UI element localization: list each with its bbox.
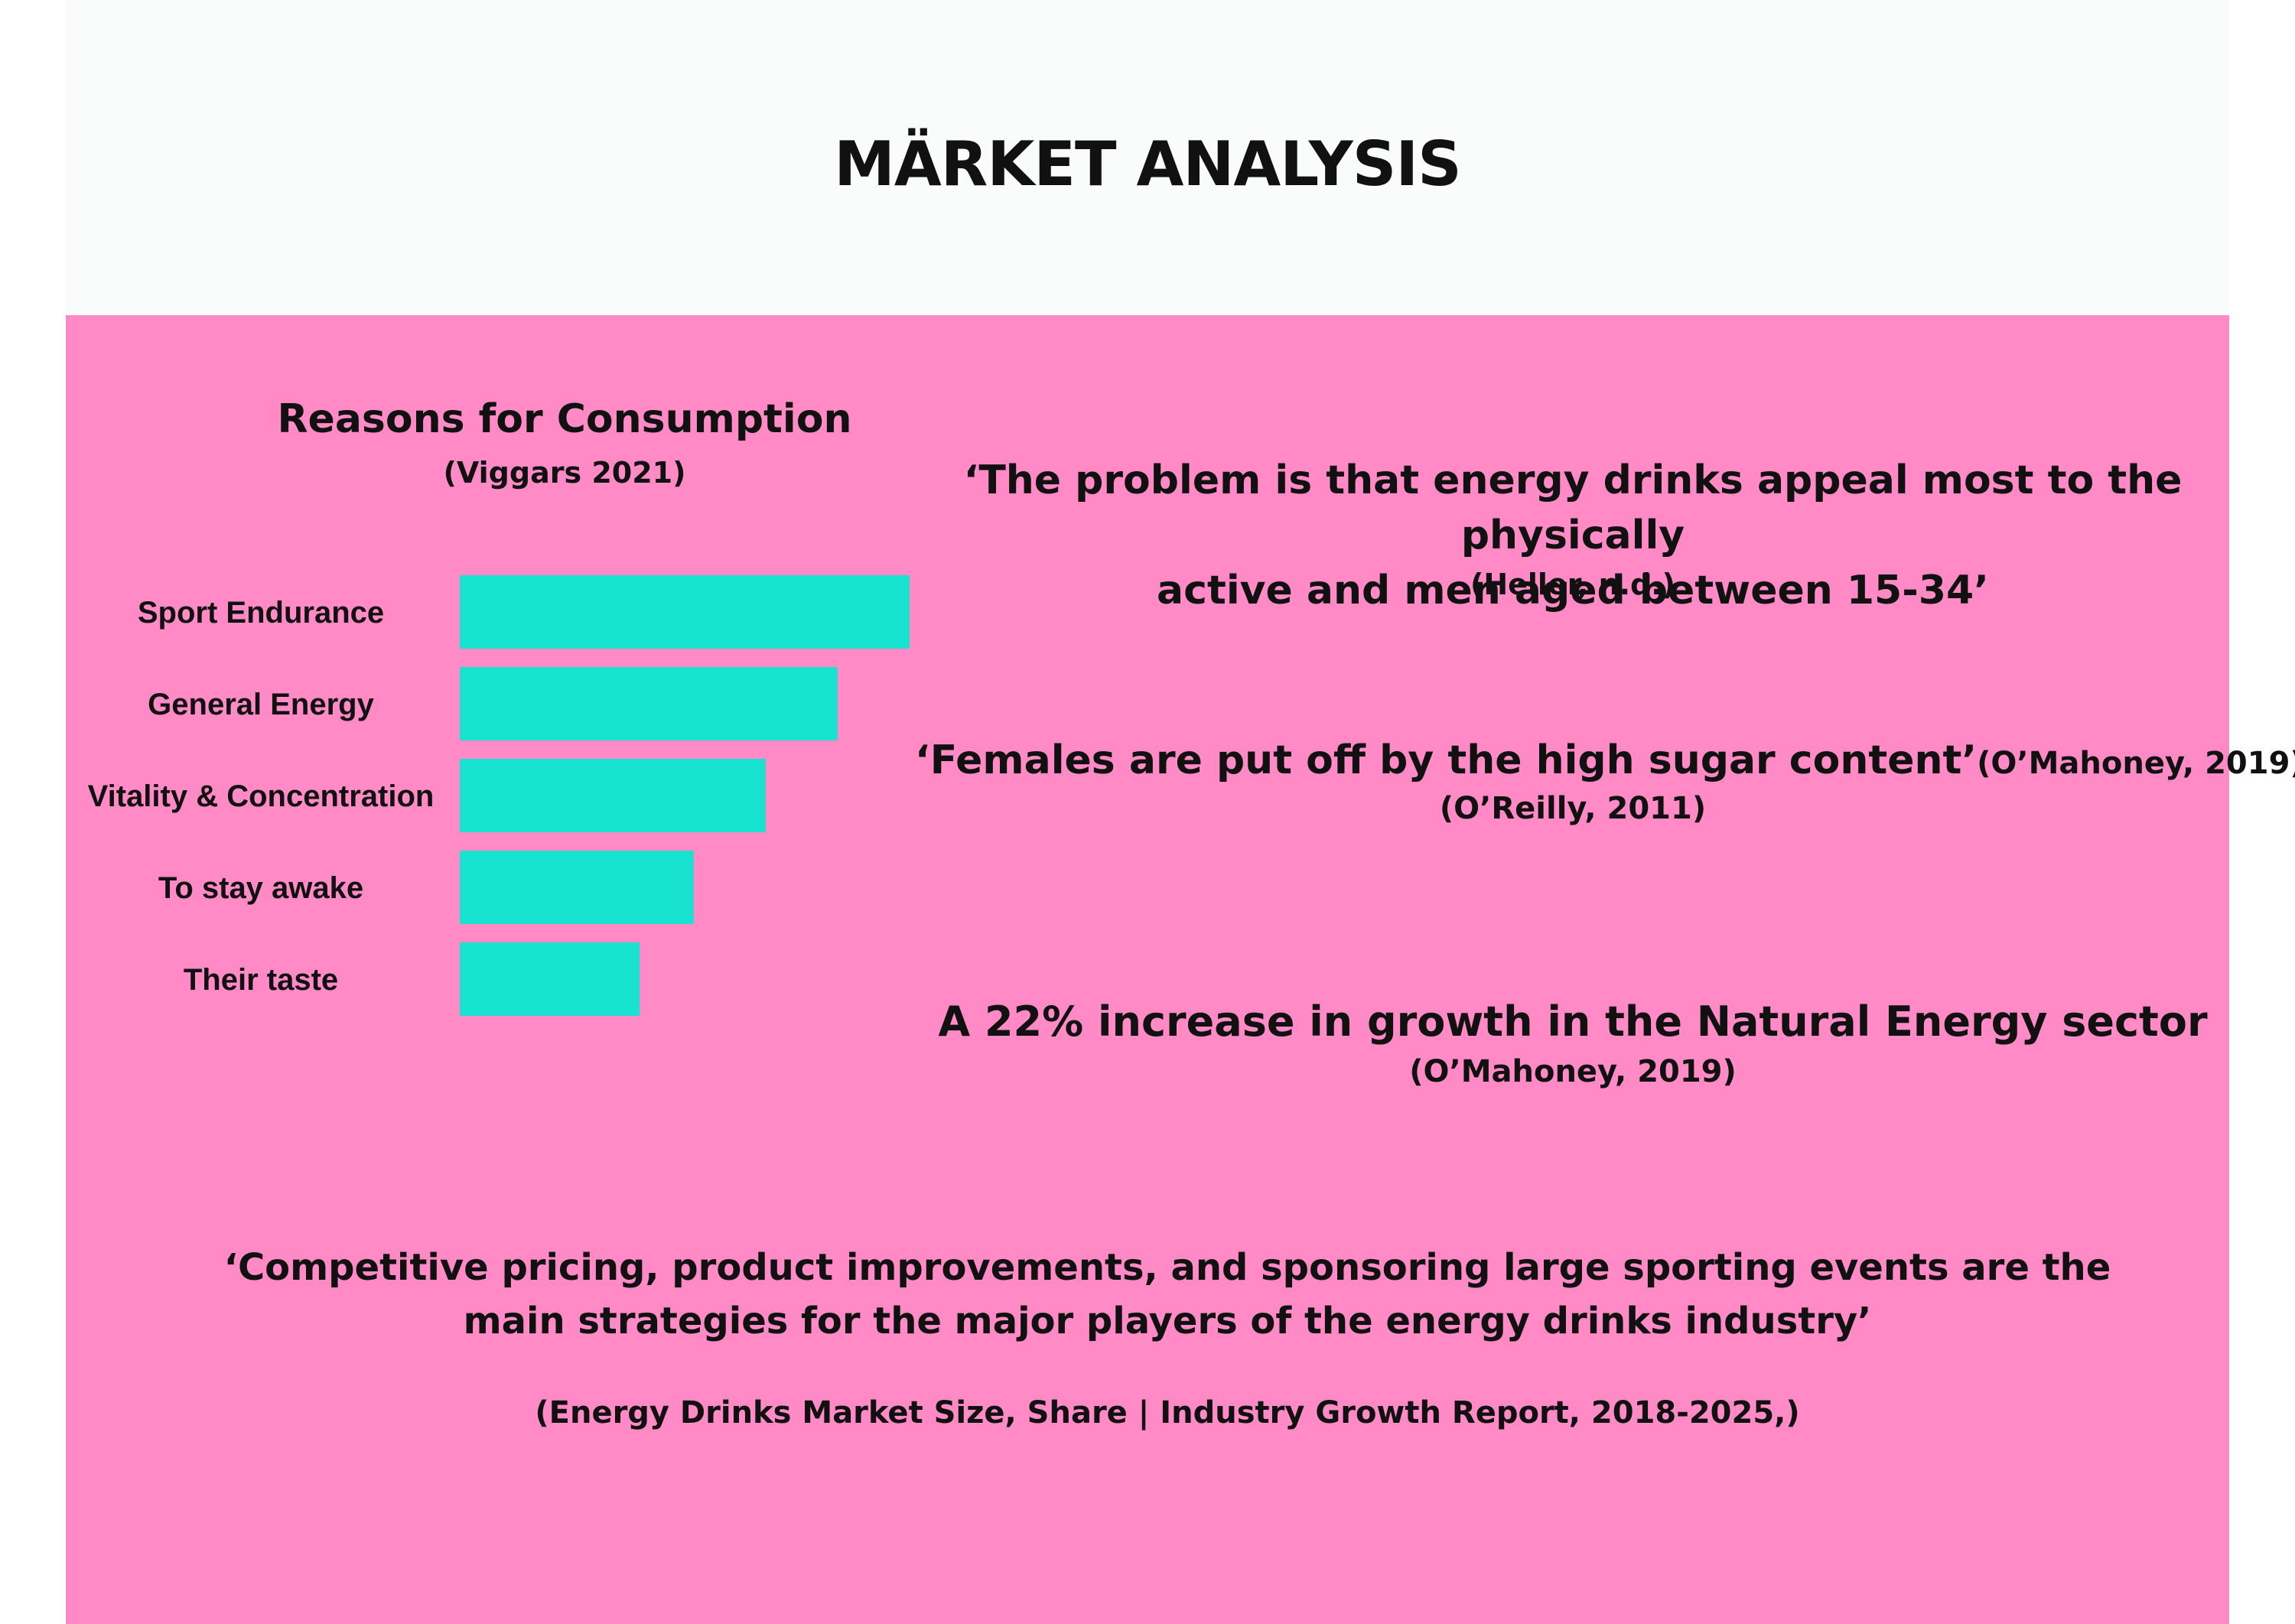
bar-label: Their taste (184, 963, 338, 997)
bar (460, 575, 910, 649)
quote-line: ‘The problem is that energy drinks appea… (963, 457, 2183, 558)
content-panel: Reasons for Consumption (Viggars 2021) S… (66, 315, 2295, 1624)
bar-label: General Energy (148, 688, 374, 721)
quote-source: (O’Mahoney, 2019) (1409, 1054, 1737, 1089)
quote-source: (O’Reilly, 2011) (1439, 791, 1707, 826)
quote-line: main strategies for the major players of… (463, 1300, 1872, 1342)
quote-line: ‘Competitive pricing, product improvemen… (223, 1246, 2111, 1289)
chart-title: Reasons for Consumption (277, 396, 852, 442)
quote-source: (Energy Drinks Market Size, Share | Indu… (535, 1395, 1800, 1430)
quote-physically-active: ‘The problem is that energy drinks appea… (915, 453, 2231, 618)
consumption-bar-chart: Sport Endurance General Energy Vitality & … (88, 575, 910, 1016)
quote-inline-source: (O’Mahoney, 2019) (1977, 746, 2295, 781)
quote-line: active and men aged between 15-34’ (1157, 568, 1989, 613)
header-band (66, 0, 2229, 315)
bar-label: Sport Endurance (138, 596, 384, 630)
quote-females-sugar: ‘Females are put off by the high sugar c… (915, 737, 2295, 783)
stat-natural-energy-growth: A 22% increase in growth in the Natural … (938, 998, 2208, 1046)
bar (460, 759, 766, 832)
bar (460, 942, 640, 1016)
quote-competitive-pricing: ‘Competitive pricing, product improvemen… (219, 1241, 2116, 1348)
chart-subtitle: (Viggars 2021) (443, 456, 686, 490)
bar-label: To stay awake (158, 871, 363, 905)
bar (460, 667, 838, 740)
bar-label: Vitality & Concentration (88, 779, 435, 813)
quote-source: (Heller, n.d.) (1470, 568, 1676, 601)
quote-text: ‘Females are put off by the high sugar c… (915, 737, 1978, 783)
bar (460, 851, 694, 924)
page-title: MÄRKET ANALYSIS (834, 129, 1461, 200)
